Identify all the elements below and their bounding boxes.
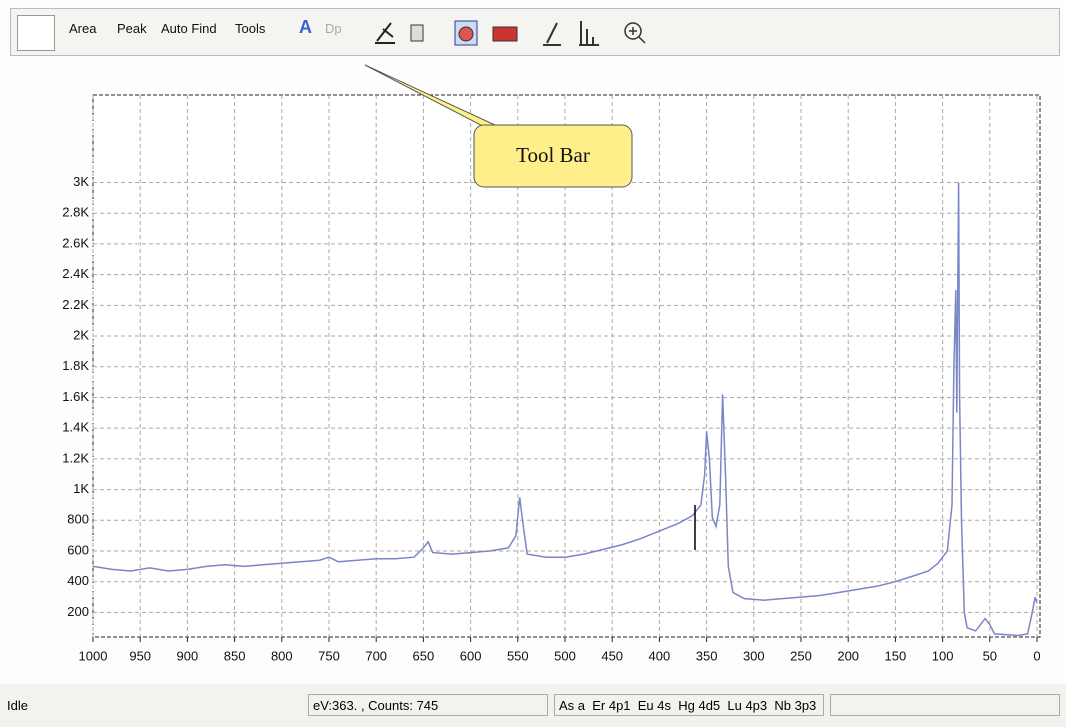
y-tick-label: 3K — [73, 174, 89, 189]
x-tick-label: 250 — [790, 648, 812, 663]
color-wheel — [458, 26, 474, 42]
callout-text: Tool Bar — [516, 143, 590, 167]
x-tick-label: 350 — [696, 648, 718, 663]
toolbar-box — [17, 15, 55, 51]
y-tick-label: 800 — [67, 512, 89, 527]
y-tick-label: 1.2K — [62, 450, 89, 465]
x-tick-label: 400 — [649, 648, 671, 663]
y-tick-label: 600 — [67, 542, 89, 557]
plot — [92, 182, 1038, 637]
x-tick-label: 50 — [983, 648, 997, 663]
y-tick-label: 1.8K — [62, 358, 89, 373]
y-tick-label: 400 — [67, 573, 89, 588]
bars-icon[interactable] — [579, 21, 599, 46]
toolbar: Area Peak Auto Find Tools A Dp — [10, 8, 1060, 56]
grid — [92, 95, 1040, 637]
x-tick-label: 200 — [837, 648, 859, 663]
x-tick-label: 850 — [224, 648, 246, 663]
x-tick-label: 750 — [318, 648, 340, 663]
status-idle: Idle — [7, 698, 28, 713]
spectrum-line — [92, 182, 1038, 637]
y-tick-label: 2.6K — [62, 235, 89, 250]
y-tick-label: 2.8K — [62, 205, 89, 220]
print-icon[interactable] — [492, 26, 518, 42]
x-tick-label: 500 — [554, 648, 576, 663]
y-tick-label: 2K — [73, 327, 89, 342]
tools-button[interactable]: Tools — [235, 21, 266, 36]
y-tick-label: 2.4K — [62, 266, 89, 281]
y-tick-label: 1K — [73, 481, 89, 496]
x-tick-label: 650 — [413, 648, 435, 663]
x-tick-label: 800 — [271, 648, 293, 663]
x-tick-label: 450 — [601, 648, 623, 663]
x-tick-label: 700 — [365, 648, 387, 663]
callout-box — [473, 124, 633, 188]
status-elements: As a Er 4p1 Eu 4s Hg 4d5 Lu 4p3 Nb 3p3 — [554, 694, 824, 716]
chart: 200 400 600 800 1K 1.2K 1.4K 1.6K 1.8K 2K 2.2K 2.4K… — [62, 64, 1041, 663]
copy-icon[interactable] — [410, 24, 424, 42]
x-tick-label: 0 — [1033, 648, 1040, 663]
x-tick-label: 150 — [885, 648, 907, 663]
zoom-icon[interactable] — [624, 22, 642, 40]
x-tick-label: 1000 — [79, 648, 108, 663]
status-bar: Idle eV:363. , Counts: 745 As a Er 4p1 E… — [0, 684, 1066, 727]
x-tick-label: 600 — [460, 648, 482, 663]
pen-icon[interactable] — [543, 22, 561, 46]
x-tick-label: 900 — [177, 648, 199, 663]
y-tick-label: 2.2K — [62, 297, 89, 312]
peak-button[interactable]: Peak — [117, 21, 147, 36]
y-tick-label: 200 — [67, 604, 89, 619]
y-tick-label: 1.4K — [62, 420, 89, 435]
dp-button[interactable]: Dp — [325, 21, 342, 36]
x-tick-label: 100 — [932, 648, 954, 663]
status-cursor: eV:363. , Counts: 745 — [308, 694, 548, 716]
x-tick-label: 950 — [129, 648, 151, 663]
ticks: 200 400 600 800 1K 1.2K 1.4K 1.6K 1.8K 2K 2.2K 2.4K… — [62, 174, 1040, 663]
font-icon[interactable]: A — [299, 17, 312, 37]
edit-icon[interactable] — [375, 22, 395, 44]
x-tick-label: 550 — [507, 648, 529, 663]
x-tick-label: 300 — [743, 648, 765, 663]
status-empty — [830, 694, 1060, 716]
autofind-button[interactable]: Auto Find — [161, 21, 217, 36]
zoom-plus — [629, 27, 646, 44]
y-tick-label: 1.6K — [62, 389, 89, 404]
area-button[interactable]: Area — [69, 21, 97, 36]
toolbar-icons — [375, 20, 646, 46]
